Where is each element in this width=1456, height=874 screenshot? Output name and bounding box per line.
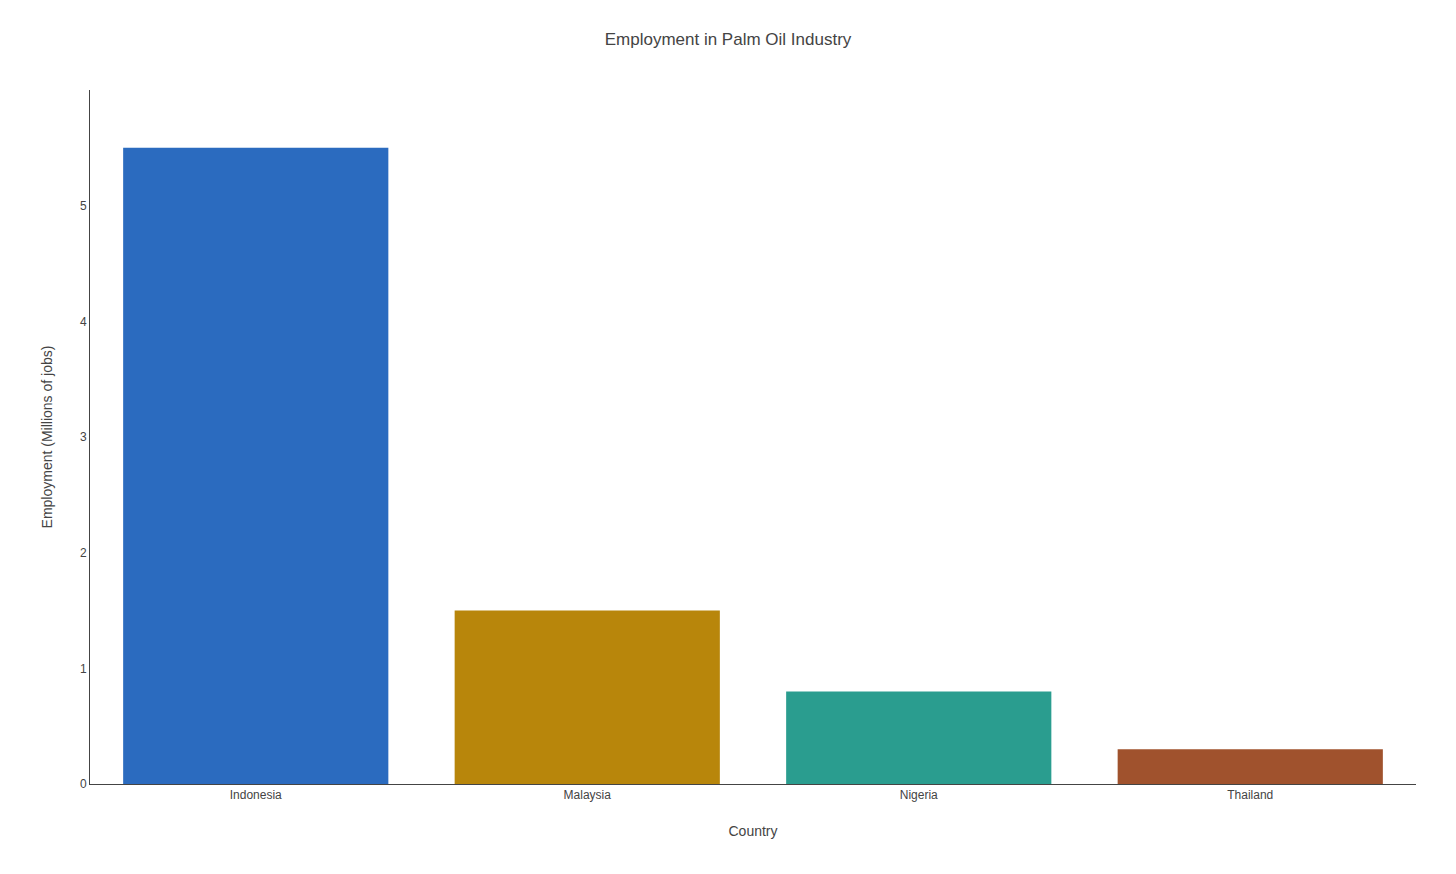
svg-text:Employment (Millions of jobs): Employment (Millions of jobs): [39, 346, 55, 529]
svg-text:Nigeria: Nigeria: [900, 788, 938, 802]
svg-text:Country: Country: [728, 823, 777, 839]
svg-text:Thailand: Thailand: [1227, 788, 1273, 802]
svg-text:0: 0: [80, 777, 87, 791]
svg-text:Employment in Palm Oil Industr: Employment in Palm Oil Industry: [605, 30, 852, 49]
svg-text:1: 1: [80, 662, 87, 676]
svg-text:Indonesia: Indonesia: [230, 788, 282, 802]
svg-text:Malaysia: Malaysia: [564, 788, 612, 802]
svg-text:3: 3: [80, 430, 87, 444]
svg-text:2: 2: [80, 546, 87, 560]
svg-text:5: 5: [80, 199, 87, 213]
svg-text:4: 4: [80, 315, 87, 329]
